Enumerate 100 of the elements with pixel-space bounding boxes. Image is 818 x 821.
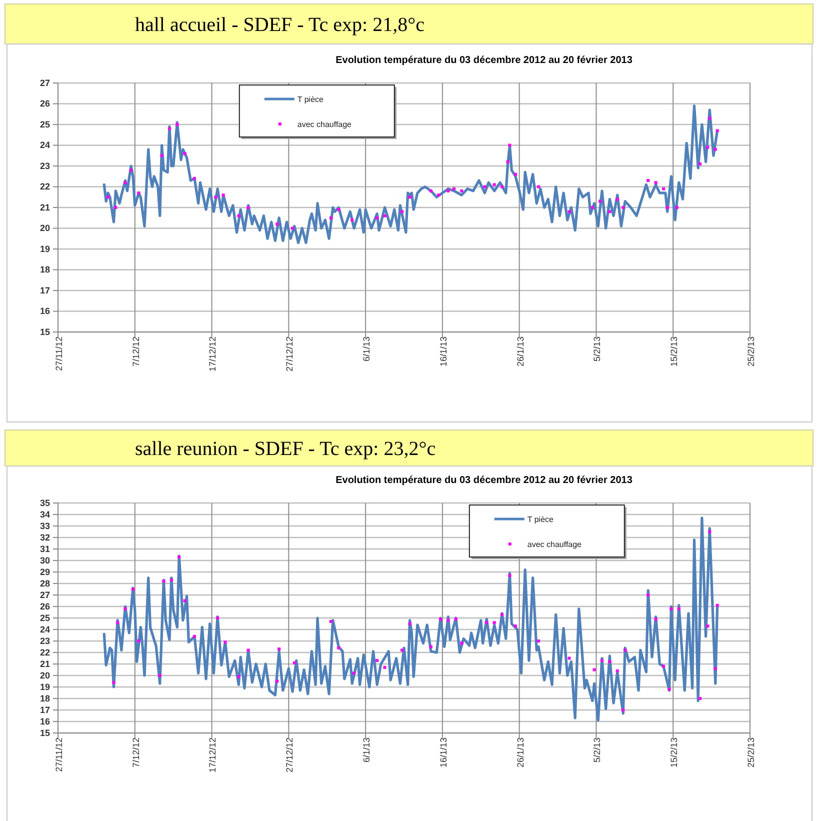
point [183, 152, 186, 156]
y-tick-label: 18 [40, 693, 50, 704]
point [608, 210, 612, 214]
point [698, 697, 702, 700]
point [716, 129, 719, 132]
point [706, 146, 710, 149]
y-tick-label: 24 [40, 624, 50, 634]
point [668, 688, 671, 691]
x-tick-label: 7/12/12 [130, 738, 141, 768]
legend-label: T pièce [297, 95, 324, 104]
y-tick-label: 20 [40, 670, 50, 680]
chart-title: hall accueil - SDEF - Tc exp: 21,8°c [135, 14, 425, 36]
point [600, 659, 604, 662]
x-tick-label: 27/12/12 [284, 738, 295, 773]
point [446, 189, 450, 192]
point [514, 172, 517, 176]
point [608, 660, 612, 664]
point [616, 669, 619, 672]
y-tick-label: 23 [40, 160, 50, 171]
y-tick-label: 19 [40, 244, 50, 254]
point [130, 168, 133, 172]
point [383, 214, 386, 218]
point [291, 226, 294, 230]
point [568, 210, 571, 214]
y-tick-label: 16 [40, 716, 50, 726]
point [246, 206, 250, 209]
point [598, 200, 602, 203]
x-tick-label: 15/2/13 [669, 738, 680, 768]
point [246, 648, 250, 652]
point [112, 680, 116, 684]
point [124, 181, 127, 184]
point [460, 189, 464, 192]
x-tick-label: 26/1/13 [515, 336, 526, 367]
point [485, 621, 488, 624]
point [508, 574, 512, 577]
point [500, 185, 504, 188]
point [131, 588, 134, 591]
point [675, 206, 678, 209]
x-tick-label: 7/12/12 [130, 336, 141, 367]
point [192, 176, 196, 180]
legend-label: T pièce [527, 515, 554, 524]
point [670, 607, 673, 610]
y-tick-label: 15 [40, 728, 50, 738]
line-series [102, 104, 719, 244]
point [483, 185, 486, 188]
chart-subtitle: Evolution température du 03 décembre 2012 au 20 février 2013 [336, 475, 633, 486]
point [622, 206, 625, 209]
point [654, 618, 658, 621]
point [408, 622, 412, 626]
point [106, 196, 110, 199]
point [137, 640, 140, 642]
point [116, 621, 120, 624]
x-tick-label: 16/1/13 [438, 738, 448, 768]
y-tick-label: 15 [40, 326, 50, 337]
point [662, 664, 665, 668]
y-tick-label: 20 [40, 223, 50, 234]
point [352, 672, 356, 675]
point [337, 646, 340, 650]
y-tick-label: 31 [40, 544, 50, 554]
point [716, 604, 719, 607]
point [714, 667, 717, 670]
point [278, 648, 281, 651]
x-tick-label: 17/12/12 [208, 336, 218, 372]
point [624, 648, 627, 652]
point [237, 675, 240, 678]
point [590, 206, 594, 209]
point [429, 189, 432, 192]
point [383, 666, 386, 669]
point [160, 154, 164, 158]
point [376, 659, 379, 662]
y-tick-label: 28 [40, 578, 50, 588]
point [337, 208, 340, 212]
point [714, 148, 717, 151]
point [192, 634, 196, 638]
point [439, 618, 442, 621]
point [237, 214, 240, 218]
chart-subtitle: Evolution température du 03 décembre 2012 au 20 février 2013 [336, 55, 633, 66]
point [176, 123, 179, 126]
y-tick-label: 21 [40, 202, 50, 212]
point [460, 642, 464, 645]
x-tick-label: 17/12/12 [208, 738, 218, 773]
point [350, 218, 354, 222]
y-tick-label: 24 [40, 140, 50, 150]
point [162, 580, 166, 583]
y-tick-label: 27 [40, 78, 50, 88]
point [452, 187, 456, 190]
y-tick-label: 23 [40, 636, 50, 646]
point [616, 198, 619, 201]
point [514, 624, 517, 628]
point [698, 162, 702, 166]
chart-title: salle reunion - SDEF - Tc exp: 23,2°c [135, 438, 436, 460]
y-tick-label: 27 [40, 590, 50, 600]
x-tick-label: 6/1/13 [362, 738, 372, 763]
point [500, 613, 504, 616]
point [708, 530, 712, 534]
y-tick-label: 18 [40, 264, 50, 275]
y-tick-label: 22 [40, 647, 50, 658]
point [137, 191, 140, 194]
point [646, 179, 650, 182]
point [492, 183, 496, 186]
